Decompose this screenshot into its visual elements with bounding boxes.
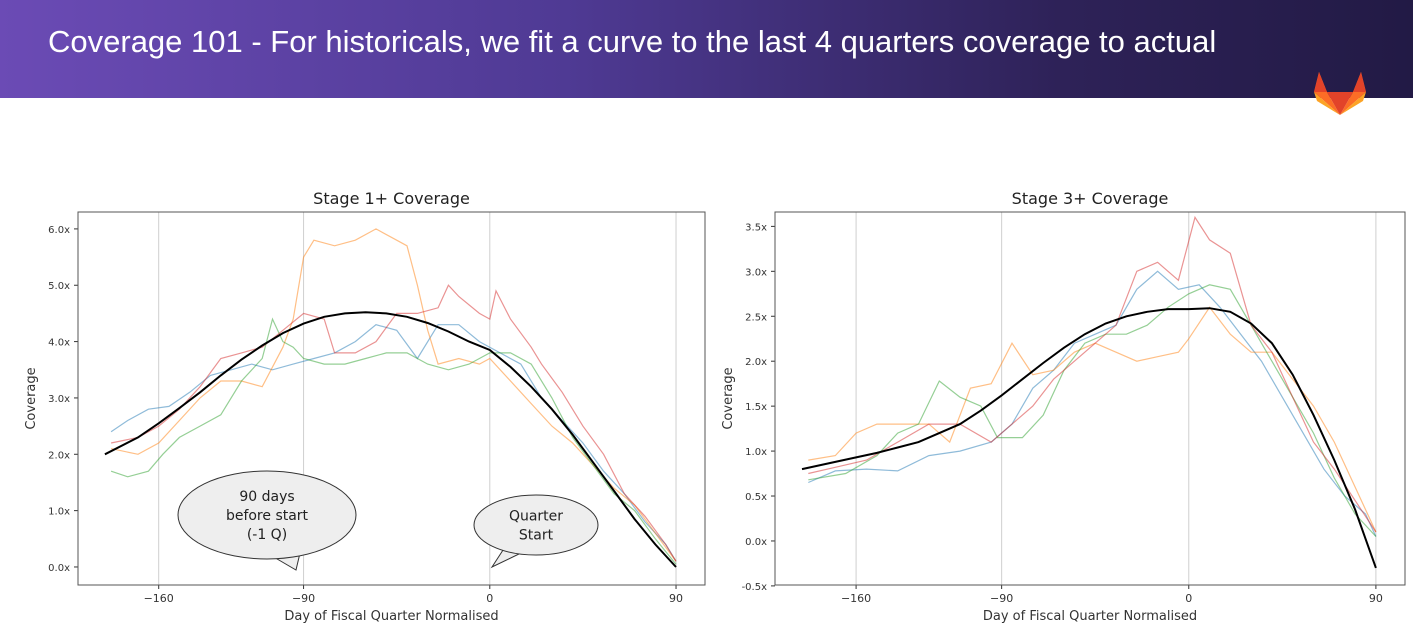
callout-bubble [177, 470, 357, 560]
callout-quarter-start: Quarter Start [473, 494, 599, 569]
y-tick-label: 1.0x [745, 447, 767, 458]
y-tick-label: 6.0x [48, 225, 70, 236]
x-tick-label: −90 [990, 592, 1013, 605]
x-tick-label: −160 [841, 592, 871, 605]
callout-text: before start [226, 508, 309, 524]
y-tick-label: 5.0x [48, 281, 70, 292]
fit-curve [801, 307, 1377, 569]
callout-90-days: 90 days before start (-1 Q) [177, 470, 357, 571]
y-tick-label: 4.0x [48, 338, 70, 349]
callout-text: (-1 Q) [247, 527, 287, 543]
series-line-4 [808, 215, 1377, 533]
x-tick-label: −160 [144, 592, 174, 605]
series-line-4 [110, 284, 677, 562]
chart-1: −160 −90 0 90 0.0x 1.0x 2.0x 3.0x 4.0x 5.0x 6.0x St… [24, 189, 706, 624]
x-tick-label: −90 [292, 592, 315, 605]
x-axis-label: Day of Fiscal Quarter Normalised [284, 609, 498, 624]
callout-text: Quarter [509, 508, 563, 524]
chart-title: Stage 3+ Coverage [1012, 189, 1169, 208]
callout-joint [271, 551, 301, 558]
callout-text: Start [519, 527, 554, 543]
y-tick-label: 3.0x [745, 267, 767, 278]
series-line-3 [110, 317, 677, 565]
y-axis-label: Coverage [721, 367, 736, 429]
slide-header: Coverage 101 - For historicals, we fit a… [0, 0, 1413, 98]
x-tick-label: 0 [1185, 592, 1192, 605]
plot-frame [77, 211, 706, 586]
y-tick-label: 2.0x [48, 450, 70, 461]
x-tick-label: 0 [486, 592, 493, 605]
y-tick-label: -0.5x [742, 582, 768, 593]
fit-curve [104, 311, 677, 568]
y-tick-label: 1.5x [745, 402, 767, 413]
x-tick-label: 90 [1369, 592, 1383, 605]
y-tick-label: 0.0x [745, 537, 767, 548]
y-tick-label: 2.5x [745, 312, 767, 323]
y-tick-label: 1.0x [48, 507, 70, 518]
y-tick-label: 2.0x [745, 357, 767, 368]
y-tick-label: 0.5x [745, 492, 767, 503]
plot-frame [774, 211, 1406, 586]
series-line-2 [808, 306, 1377, 533]
callout-joint [504, 545, 524, 554]
series-line-2 [110, 228, 677, 562]
callout-bubble [473, 494, 599, 556]
y-tick-label: 3.0x [48, 394, 70, 405]
series-line-1 [110, 324, 677, 562]
chart-2: −160 −90 0 90 -0.5x 0.0x 0.5x 1.0x 1.5x 2.0x 2.5x 3… [721, 189, 1406, 624]
series-line-1 [808, 270, 1377, 537]
slide-title: Coverage 101 - For historicals, we fit a… [48, 24, 1217, 59]
x-tick-label: 90 [669, 592, 683, 605]
callout-text: 90 days [239, 489, 294, 505]
gitlab-logo [1314, 72, 1366, 115]
y-axis-label: Coverage [24, 367, 39, 429]
chart-title: Stage 1+ Coverage [313, 189, 470, 208]
x-axis-label: Day of Fiscal Quarter Normalised [983, 609, 1197, 624]
y-tick-label: 0.0x [48, 563, 70, 574]
y-tick-label: 3.5x [745, 222, 767, 233]
